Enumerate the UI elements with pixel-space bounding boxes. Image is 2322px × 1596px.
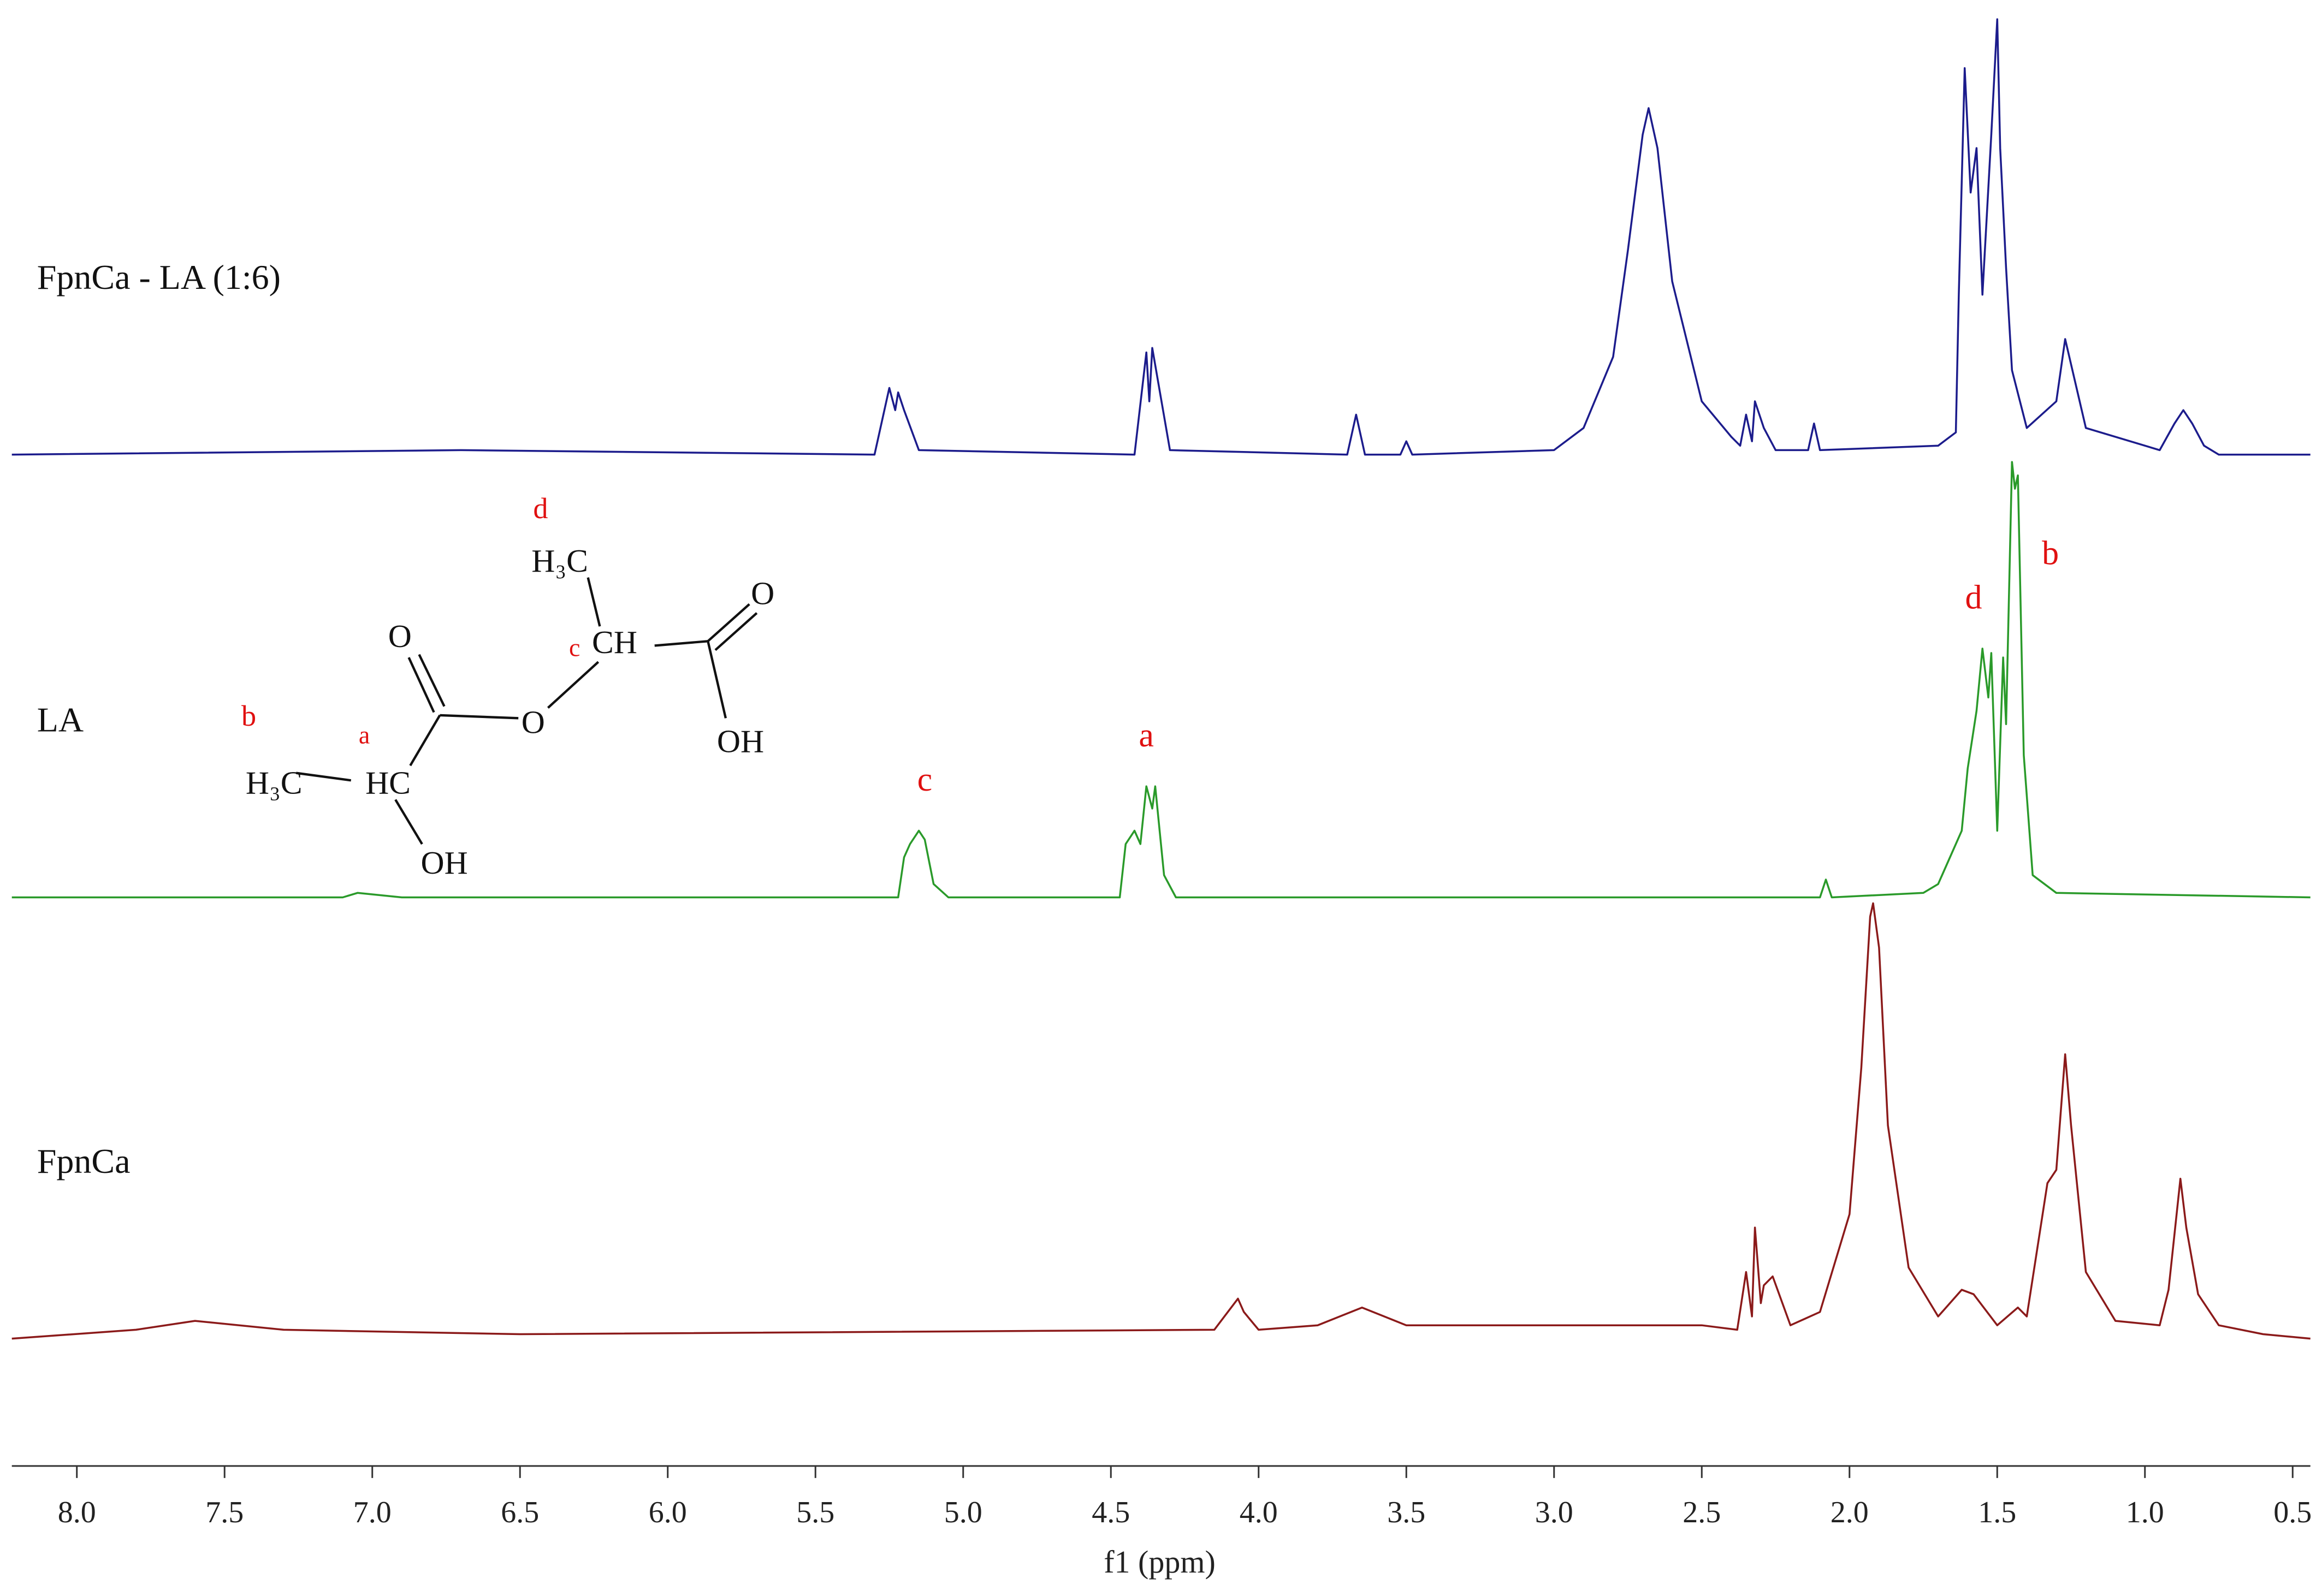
bond — [394, 799, 423, 845]
structure-label: b — [241, 699, 256, 732]
series-label: LA — [37, 701, 84, 739]
x-tick-label: 6.5 — [501, 1496, 539, 1529]
peak-label: d — [1965, 579, 1982, 616]
bond — [707, 603, 750, 642]
x-axis-label: f1 (ppm) — [1104, 1544, 1216, 1580]
peak-label: a — [1139, 717, 1154, 754]
x-tick-label: 5.5 — [796, 1496, 834, 1529]
structure-label: O — [522, 704, 545, 740]
x-tick-label: 0.5 — [2273, 1496, 2312, 1529]
x-tick-label: 4.0 — [1240, 1496, 1278, 1529]
structure-label: a — [359, 721, 370, 749]
bond — [440, 714, 519, 720]
peak-label: b — [2042, 535, 2059, 572]
spectrum-line — [11, 902, 2311, 1340]
bond — [547, 661, 600, 709]
structure-label: H₃C — [531, 543, 588, 579]
bond — [707, 640, 727, 719]
x-tick-label: 7.0 — [353, 1496, 392, 1529]
bond — [587, 577, 601, 627]
bond — [714, 612, 758, 651]
bond — [418, 654, 446, 707]
x-tick-label: 5.0 — [944, 1496, 982, 1529]
structure-label: O — [751, 575, 774, 611]
x-tick-label: 7.5 — [205, 1496, 244, 1529]
structure-label: OH — [421, 845, 468, 881]
series-label: FpnCa — [37, 1142, 131, 1180]
bond — [654, 640, 708, 647]
x-tick-label: 3.5 — [1387, 1496, 1425, 1529]
x-tick-label: 1.0 — [2126, 1496, 2164, 1529]
bond — [409, 714, 441, 767]
structure-label: HC — [365, 765, 411, 801]
x-tick-label: 4.5 — [1092, 1496, 1130, 1529]
structure: d H₃C Oc CH O O OH b a H₃C HC OH — [241, 492, 774, 881]
peak-label: c — [917, 761, 933, 798]
structure-label: c — [569, 633, 580, 661]
spectrum-line — [11, 461, 2311, 899]
x-tick-label: 2.5 — [1683, 1496, 1721, 1529]
x-tick-label: 6.0 — [649, 1496, 687, 1529]
bond — [296, 772, 352, 782]
x-tick-label: 3.0 — [1535, 1496, 1573, 1529]
x-tick-label: 2.0 — [1831, 1496, 1869, 1529]
structure-label: d — [533, 492, 548, 525]
x-tick-label: 1.5 — [1978, 1496, 2016, 1529]
structure-label: CH — [592, 624, 637, 660]
bond — [407, 657, 435, 713]
structure-label: H₃C — [246, 765, 303, 801]
x-tick-label: 8.0 — [58, 1496, 96, 1529]
structure-label: O — [388, 618, 412, 654]
series-label: FpnCa - LA (1:6) — [37, 258, 281, 296]
spectrum-line — [11, 18, 2311, 456]
structure-label: OH — [717, 723, 764, 760]
